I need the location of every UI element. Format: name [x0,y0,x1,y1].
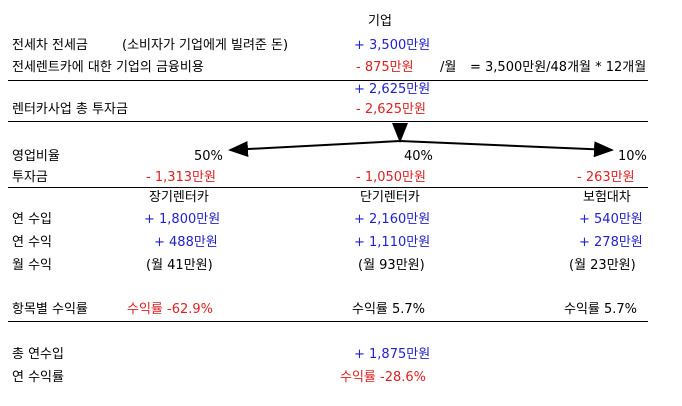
lease-deposit-value: + 3,500만원 [354,38,431,53]
return-short-term: 수익률 5.7% [352,302,426,317]
ratio-insurance: 10% [618,149,647,164]
divider-line [8,121,648,122]
finance-cost-formula: = 3,500만원/48개월 * 12개월 [470,60,647,75]
divider-line [8,187,648,188]
annual-income-label: 연 수입 [12,212,53,227]
annual-income-long-term: + 1,800만원 [144,212,221,227]
monthly-profit-short-term: (월 93만원) [358,258,425,273]
return-insurance: 수익률 5.7% [564,302,638,317]
annual-profit-short-term: + 1,110만원 [354,235,431,250]
divider-line [8,80,648,81]
monthly-profit-label: 월 수익 [12,258,53,273]
ratio-short-term: 40% [404,149,433,164]
annual-profit-insurance: + 278만원 [579,235,643,250]
total-invest-label: 렌터카사업 총 투자금 [12,102,128,117]
total-return-value: 수익률 -28.6% [340,370,427,385]
invest-insurance: - 263만원 [577,170,635,185]
monthly-profit-insurance: (월 23만원) [569,258,636,273]
invest-label: 투자금 [12,170,48,185]
finance-cost-label: 전세렌트카에 대한 기업의 금융비용 [12,60,204,75]
total-income-value: + 1,875만원 [354,347,431,362]
invest-long-term: - 1,313만원 [146,170,216,185]
ratio-long-term: 50% [194,149,223,164]
total-income-label: 총 연수입 [12,347,64,362]
lease-deposit-note: (소비자가 기업에게 빌려준 돈) [122,38,289,53]
arrow-left [228,140,401,158]
total-invest-value: - 2,625만원 [356,102,426,117]
annual-income-insurance: + 540만원 [579,212,643,227]
business-long-term: 장기렌터카 [149,190,209,205]
invest-short-term: - 1,050만원 [356,170,426,185]
business-short-term: 단기렌터카 [360,190,420,205]
total-return-label: 연 수익률 [12,370,64,385]
net-amount-value: + 2,625만원 [354,82,431,97]
annual-profit-label: 연 수익 [12,235,53,250]
return-long-term: 수익률 -62.9% [127,302,214,317]
annual-profit-long-term: + 488만원 [154,235,218,250]
lease-deposit-label: 전세차 전세금 [12,38,88,53]
business-insurance: 보험대차 [583,190,631,205]
returns-label: 항목별 수익률 [12,302,88,317]
ratio-label: 영업비율 [12,149,60,164]
company-column-header: 기업 [368,14,392,29]
annual-income-short-term: + 2,160만원 [354,212,431,227]
divider-line [8,321,648,322]
finance-cost-value: - 875만원 [356,60,414,75]
finance-cost-unit: /월 [440,60,457,75]
monthly-profit-long-term: (월 41만원) [146,258,213,273]
arrow-right [399,140,614,158]
